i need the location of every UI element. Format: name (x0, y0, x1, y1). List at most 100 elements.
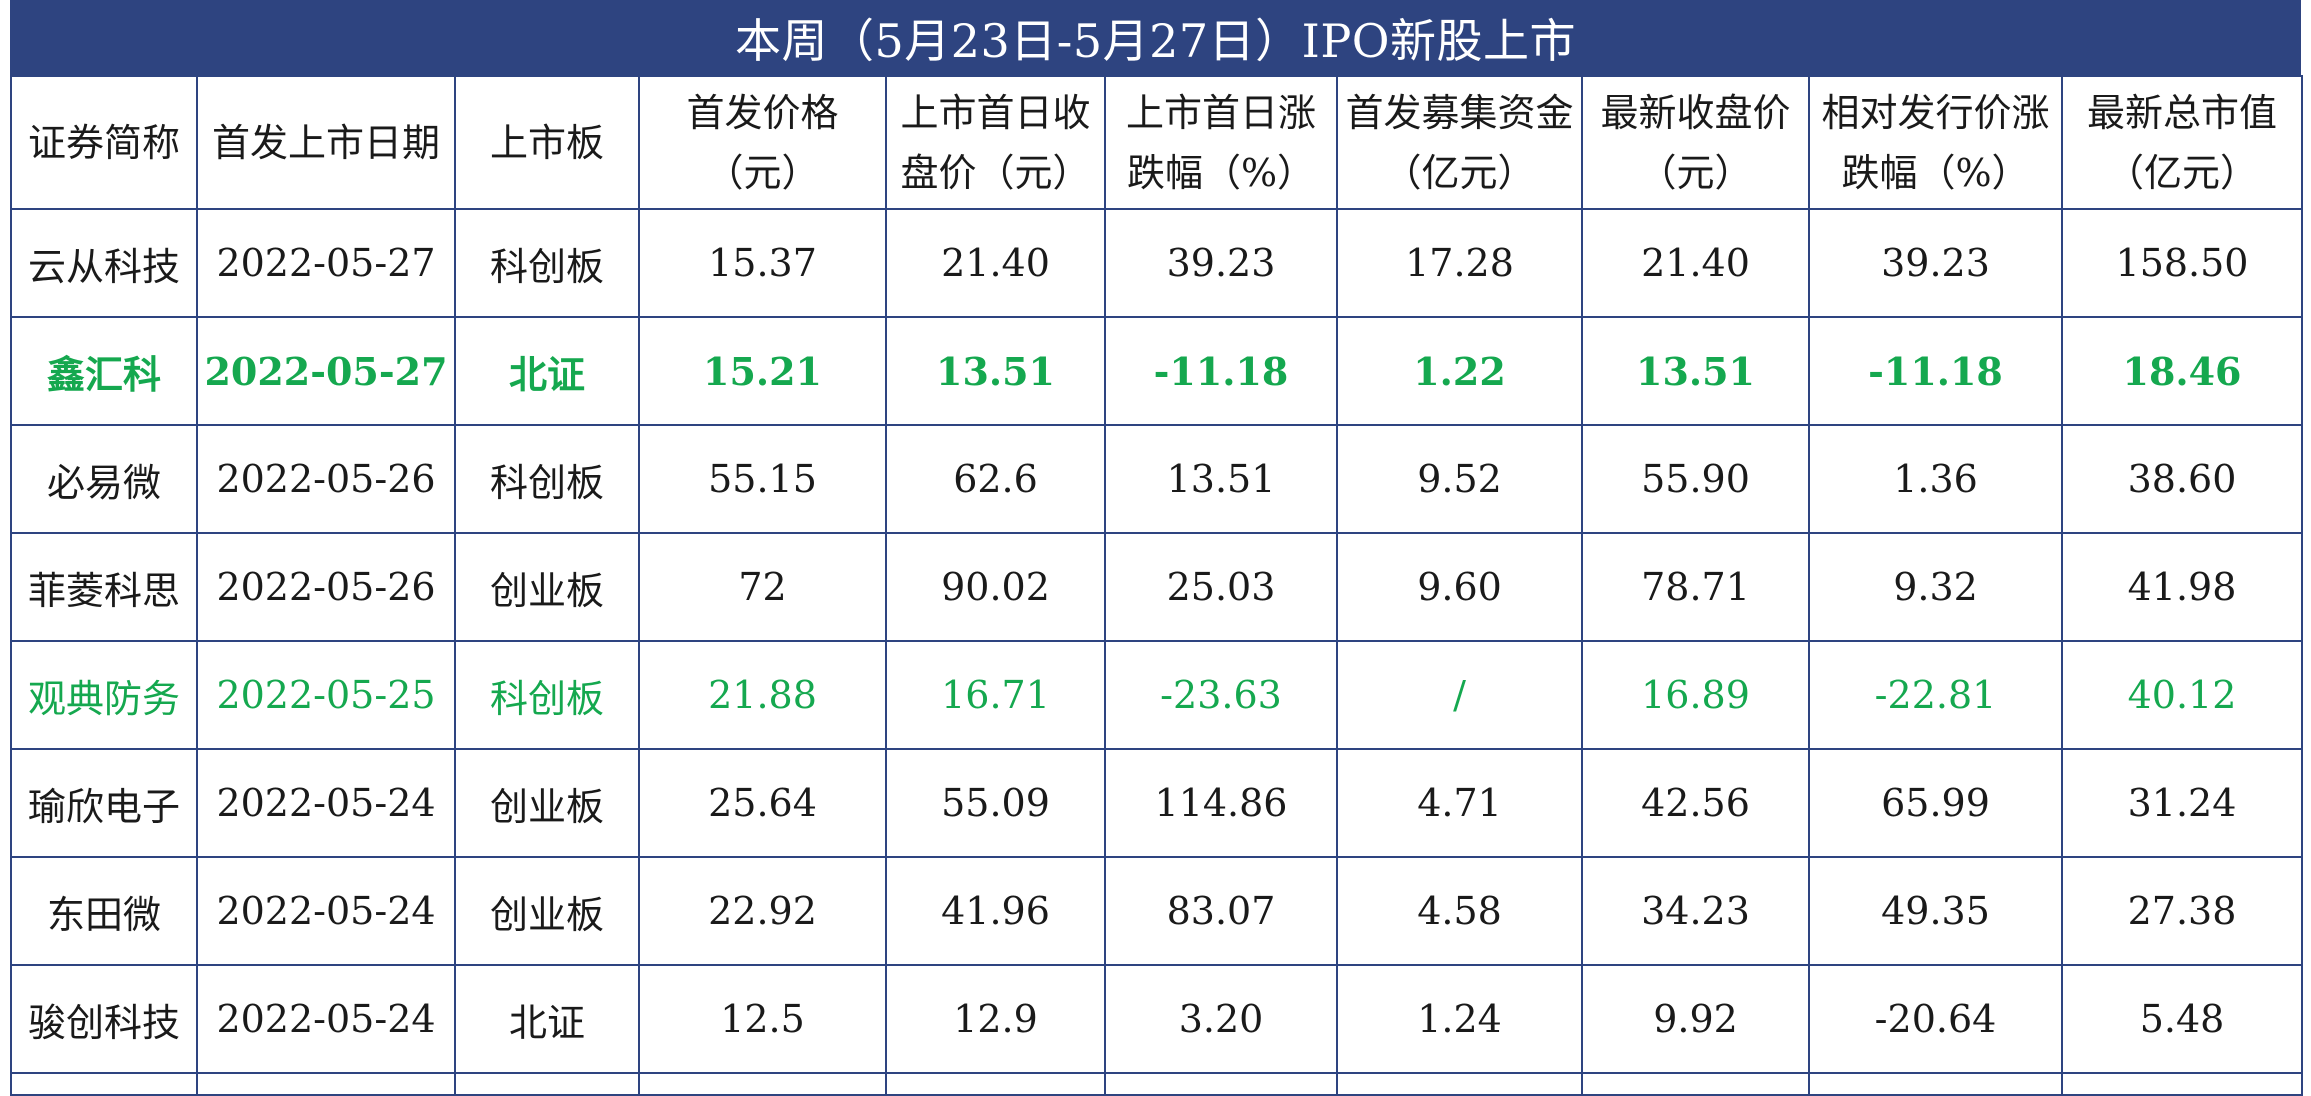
cell-market-cap: 18.46 (2061, 316, 2303, 426)
cell-first-day-change: 39.23 (1104, 208, 1338, 318)
cell-empty (454, 1072, 640, 1096)
cell-empty (10, 1072, 198, 1096)
cell-listing-date: 2022-05-27 (196, 208, 456, 318)
cell-ipo-price: 55.15 (638, 424, 887, 534)
cell-empty (1808, 1072, 2063, 1096)
cell-first-day-close: 90.02 (885, 532, 1106, 642)
header-latest-close: 最新收盘价（元） (1581, 75, 1810, 210)
cell-empty (196, 1072, 456, 1096)
cell-ipo-price: 12.5 (638, 964, 887, 1074)
cell-empty (1336, 1072, 1583, 1096)
cell-first-day-change: -11.18 (1104, 316, 1338, 426)
cell-listing-date: 2022-05-26 (196, 424, 456, 534)
header-listing-date: 首发上市日期 (196, 75, 456, 210)
cell-board: 北证 (454, 316, 640, 426)
cell-market-cap: 5.48 (2061, 964, 2303, 1074)
cell-first-day-change: 114.86 (1104, 748, 1338, 858)
cell-ipo-proceeds: 9.60 (1336, 532, 1583, 642)
cell-first-day-change: 3.20 (1104, 964, 1338, 1074)
cell-market-cap: 27.38 (2061, 856, 2303, 966)
cell-ipo-proceeds: 1.24 (1336, 964, 1583, 1074)
cell-empty (2061, 1072, 2303, 1096)
cell-latest-close: 16.89 (1581, 640, 1810, 750)
cell-first-day-close: 55.09 (885, 748, 1106, 858)
cell-board: 创业板 (454, 856, 640, 966)
cell-first-day-close: 13.51 (885, 316, 1106, 426)
header-board: 上市板 (454, 75, 640, 210)
cell-ipo-price: 21.88 (638, 640, 887, 750)
cell-security-name: 观典防务 (10, 640, 198, 750)
cell-listing-date: 2022-05-24 (196, 856, 456, 966)
cell-ipo-price: 15.37 (638, 208, 887, 318)
cell-ipo-price: 72 (638, 532, 887, 642)
header-first-day-change: 上市首日涨跌幅（%） (1104, 75, 1338, 210)
cell-board: 科创板 (454, 424, 640, 534)
header-row: 证券简称 首发上市日期 上市板 首发价格（元） 上市首日收盘价（元） 上市首日涨… (10, 75, 2303, 210)
cell-first-day-close: 62.6 (885, 424, 1106, 534)
table-row-partial (10, 1072, 2303, 1096)
cell-change-vs-ipo: 49.35 (1808, 856, 2063, 966)
cell-ipo-proceeds: 4.58 (1336, 856, 1583, 966)
cell-change-vs-ipo: 65.99 (1808, 748, 2063, 858)
cell-first-day-close: 12.9 (885, 964, 1106, 1074)
cell-latest-close: 9.92 (1581, 964, 1810, 1074)
cell-listing-date: 2022-05-24 (196, 748, 456, 858)
cell-first-day-change: 25.03 (1104, 532, 1338, 642)
cell-latest-close: 78.71 (1581, 532, 1810, 642)
cell-market-cap: 41.98 (2061, 532, 2303, 642)
cell-board: 创业板 (454, 748, 640, 858)
cell-ipo-price: 22.92 (638, 856, 887, 966)
cell-change-vs-ipo: -11.18 (1808, 316, 2063, 426)
table-row: 东田微 2022-05-24 创业板 22.92 41.96 83.07 4.5… (10, 856, 2303, 966)
cell-empty (1581, 1072, 1810, 1096)
cell-security-name: 瑜欣电子 (10, 748, 198, 858)
cell-ipo-proceeds: 17.28 (1336, 208, 1583, 318)
cell-listing-date: 2022-05-27 (196, 316, 456, 426)
cell-latest-close: 42.56 (1581, 748, 1810, 858)
header-first-day-close: 上市首日收盘价（元） (885, 75, 1106, 210)
cell-ipo-proceeds: 1.22 (1336, 316, 1583, 426)
cell-ipo-proceeds: 4.71 (1336, 748, 1583, 858)
cell-market-cap: 158.50 (2061, 208, 2303, 318)
header-market-cap: 最新总市值（亿元） (2061, 75, 2303, 210)
cell-listing-date: 2022-05-25 (196, 640, 456, 750)
cell-market-cap: 38.60 (2061, 424, 2303, 534)
cell-security-name: 必易微 (10, 424, 198, 534)
cell-change-vs-ipo: -22.81 (1808, 640, 2063, 750)
cell-latest-close: 34.23 (1581, 856, 1810, 966)
cell-first-day-change: 83.07 (1104, 856, 1338, 966)
cell-market-cap: 40.12 (2061, 640, 2303, 750)
ipo-table: 证券简称 首发上市日期 上市板 首发价格（元） 上市首日收盘价（元） 上市首日涨… (10, 75, 2303, 1096)
cell-empty (1104, 1072, 1338, 1096)
table-title: 本周（5月23日-5月27日）IPO新股上市 (10, 0, 2301, 75)
cell-market-cap: 31.24 (2061, 748, 2303, 858)
table-row: 菲菱科思 2022-05-26 创业板 72 90.02 25.03 9.60 … (10, 532, 2303, 642)
cell-latest-close: 21.40 (1581, 208, 1810, 318)
cell-empty (638, 1072, 887, 1096)
cell-board: 创业板 (454, 532, 640, 642)
header-security-name: 证券简称 (10, 75, 198, 210)
cell-ipo-price: 25.64 (638, 748, 887, 858)
table-row: 瑜欣电子 2022-05-24 创业板 25.64 55.09 114.86 4… (10, 748, 2303, 858)
cell-change-vs-ipo: -20.64 (1808, 964, 2063, 1074)
table-row: 鑫汇科 2022-05-27 北证 15.21 13.51 -11.18 1.2… (10, 316, 2303, 426)
cell-first-day-change: 13.51 (1104, 424, 1338, 534)
cell-security-name: 云从科技 (10, 208, 198, 318)
cell-ipo-proceeds: / (1336, 640, 1583, 750)
cell-first-day-close: 21.40 (885, 208, 1106, 318)
cell-latest-close: 55.90 (1581, 424, 1810, 534)
cell-board: 科创板 (454, 208, 640, 318)
cell-security-name: 鑫汇科 (10, 316, 198, 426)
cell-empty (885, 1072, 1106, 1096)
cell-first-day-close: 41.96 (885, 856, 1106, 966)
table-row: 骏创科技 2022-05-24 北证 12.5 12.9 3.20 1.24 9… (10, 964, 2303, 1074)
header-change-vs-ipo: 相对发行价涨跌幅（%） (1808, 75, 2063, 210)
cell-latest-close: 13.51 (1581, 316, 1810, 426)
cell-board: 科创板 (454, 640, 640, 750)
header-ipo-price: 首发价格（元） (638, 75, 887, 210)
header-ipo-proceeds: 首发募集资金（亿元） (1336, 75, 1583, 210)
cell-security-name: 东田微 (10, 856, 198, 966)
cell-security-name: 菲菱科思 (10, 532, 198, 642)
table-row: 必易微 2022-05-26 科创板 55.15 62.6 13.51 9.52… (10, 424, 2303, 534)
